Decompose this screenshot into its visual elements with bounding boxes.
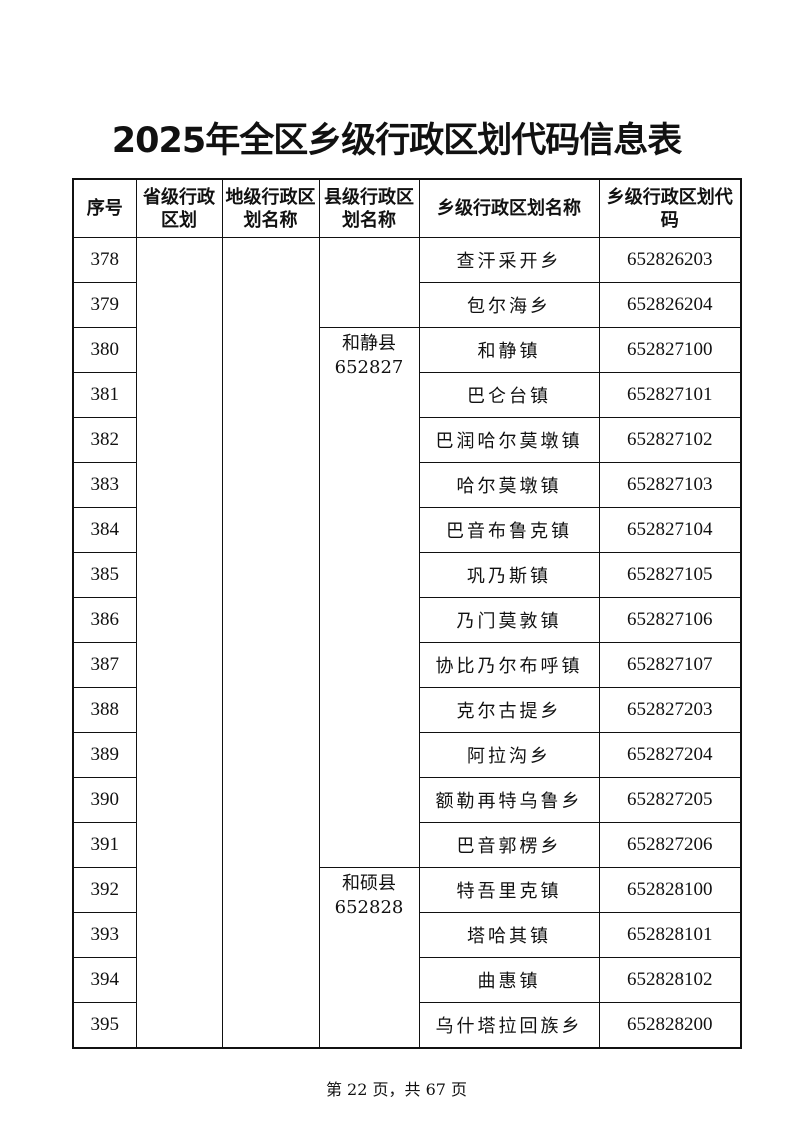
township-name-cell: 巴音布鲁克镇 [418, 507, 600, 553]
township-name-cell: 协比乃尔布呼镇 [418, 642, 600, 688]
county-code: 652827 [334, 357, 404, 378]
seq-cell: 383 [72, 462, 137, 508]
township-code-cell: 652827104 [598, 507, 742, 553]
township-code-cell: 652827107 [598, 642, 742, 688]
province-cell [135, 237, 223, 1048]
township-code-cell: 652826203 [598, 237, 742, 283]
township-code-cell: 652828101 [598, 912, 742, 958]
seq-cell: 384 [72, 507, 137, 553]
header-prefecture: 地级行政区划名称 [221, 178, 320, 238]
township-name-cell: 阿拉沟乡 [418, 732, 600, 778]
table-row: 378 查汗采开乡 652826203 [72, 237, 742, 1048]
township-name-cell: 额勒再特乌鲁乡 [418, 777, 600, 823]
township-name-cell: 乃门莫敦镇 [418, 597, 600, 643]
township-name-cell: 包尔海乡 [418, 282, 600, 328]
seq-cell: 379 [72, 282, 137, 328]
seq-cell: 393 [72, 912, 137, 958]
township-name-cell: 乌什塔拉回族乡 [418, 1002, 600, 1049]
township-code-cell: 652827206 [598, 822, 742, 868]
township-name-cell: 巴音郭楞乡 [418, 822, 600, 868]
seq-cell: 390 [72, 777, 137, 823]
township-name-cell: 巩乃斯镇 [418, 552, 600, 598]
seq-cell: 392 [72, 867, 137, 913]
township-code-cell: 652827103 [598, 462, 742, 508]
header-township-code: 乡级行政区划代码 [598, 178, 742, 238]
seq-cell: 387 [72, 642, 137, 688]
township-code-cell: 652827106 [598, 597, 742, 643]
seq-cell: 381 [72, 372, 137, 418]
seq-cell: 394 [72, 957, 137, 1003]
prefecture-cell [221, 237, 320, 1048]
seq-cell: 389 [72, 732, 137, 778]
table-row: 390 额勒再特乌鲁乡 652827205 [72, 777, 742, 823]
township-name-cell: 和静镇 [418, 327, 600, 373]
seq-cell: 385 [72, 552, 137, 598]
township-code-cell: 652827204 [598, 732, 742, 778]
table-row: 382 巴润哈尔莫墩镇 652827102 [72, 417, 742, 463]
header-county: 县级行政区划名称 [318, 178, 420, 238]
seq-cell: 382 [72, 417, 137, 463]
table-row: 379 包尔海乡 652826204 [72, 282, 742, 328]
table-row: 384 巴音布鲁克镇 652827104 [72, 507, 742, 553]
table-row: 391 巴音郭楞乡 652827206 [72, 822, 742, 868]
seq-cell: 386 [72, 597, 137, 643]
division-code-table: 序号 省级行政区划 地级行政区划名称 县级行政区划名称 乡级行政区划名称 乡级行… [72, 178, 742, 1049]
county-name: 和硕县 [342, 873, 396, 894]
header-province: 省级行政区划 [135, 178, 223, 238]
seq-cell: 378 [72, 237, 137, 283]
township-code-cell: 652828200 [598, 1002, 742, 1049]
county-cell: 和硕县 652828 [318, 867, 420, 1048]
township-code-cell: 652827102 [598, 417, 742, 463]
township-code-cell: 652827101 [598, 372, 742, 418]
township-name-cell: 巴润哈尔莫墩镇 [418, 417, 600, 463]
seq-cell: 388 [72, 687, 137, 733]
table-row: 385 巩乃斯镇 652827105 [72, 552, 742, 598]
township-code-cell: 652827205 [598, 777, 742, 823]
township-code-cell: 652828100 [598, 867, 742, 913]
township-name-cell: 哈尔莫墩镇 [418, 462, 600, 508]
table-row: 389 阿拉沟乡 652827204 [72, 732, 742, 778]
header-seq: 序号 [72, 178, 137, 238]
township-name-cell: 查汗采开乡 [418, 237, 600, 283]
township-name-cell: 曲惠镇 [418, 957, 600, 1003]
table-row: 394 曲惠镇 652828102 [72, 957, 742, 1003]
county-name: 和静县 [342, 333, 396, 354]
header-township-name: 乡级行政区划名称 [418, 178, 600, 238]
table-row: 388 克尔古提乡 652827203 [72, 687, 742, 733]
table-row: 386 乃门莫敦镇 652827106 [72, 597, 742, 643]
county-cell: 和静县 652827 [318, 327, 420, 868]
table-row: 383 哈尔莫墩镇 652827103 [72, 462, 742, 508]
page-footer: 第 22 页，共 67 页 [325, 1080, 468, 1099]
table-row: 393 塔哈其镇 652828101 [72, 912, 742, 958]
table-header-row: 序号 省级行政区划 地级行政区划名称 县级行政区划名称 乡级行政区划名称 乡级行… [72, 178, 742, 238]
county-code: 652828 [334, 897, 404, 918]
table-row: 381 巴仑台镇 652827101 [72, 372, 742, 418]
county-cell [318, 237, 420, 328]
table-row: 387 协比乃尔布呼镇 652827107 [72, 642, 742, 688]
township-code-cell: 652827105 [598, 552, 742, 598]
township-name-cell: 特吾里克镇 [418, 867, 600, 913]
seq-cell: 395 [72, 1002, 137, 1049]
township-code-cell: 652826204 [598, 282, 742, 328]
page-title: 2025年全区乡级行政区划代码信息表 [111, 121, 682, 161]
table-row: 395 乌什塔拉回族乡 652828200 [72, 1002, 742, 1049]
township-code-cell: 652828102 [598, 957, 742, 1003]
township-code-cell: 652827100 [598, 327, 742, 373]
seq-cell: 391 [72, 822, 137, 868]
township-name-cell: 巴仑台镇 [418, 372, 600, 418]
township-name-cell: 塔哈其镇 [418, 912, 600, 958]
township-code-cell: 652827203 [598, 687, 742, 733]
township-name-cell: 克尔古提乡 [418, 687, 600, 733]
seq-cell: 380 [72, 327, 137, 373]
